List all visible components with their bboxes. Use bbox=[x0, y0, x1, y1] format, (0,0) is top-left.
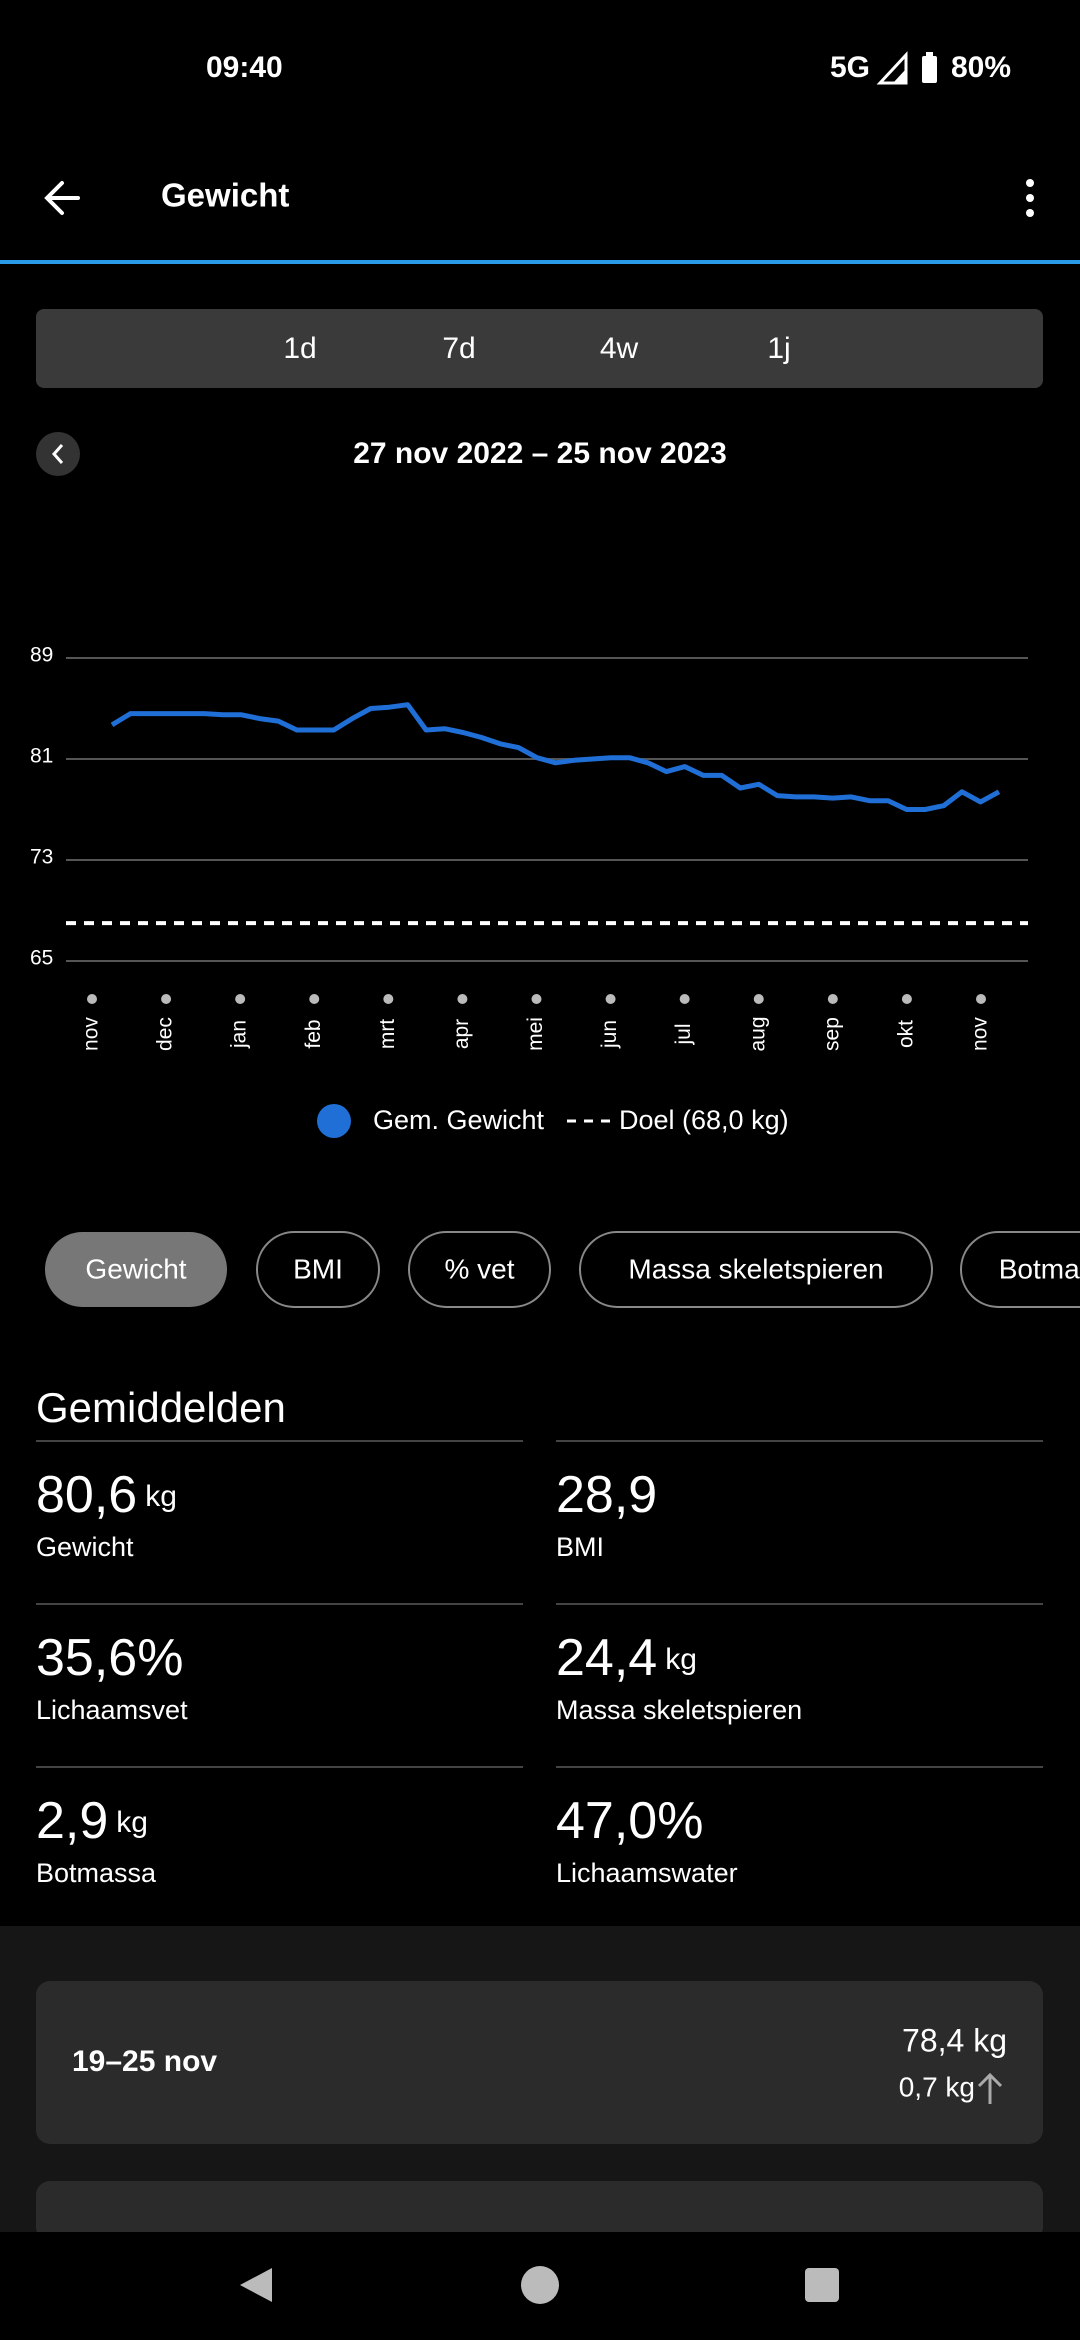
average-value: 2,9 kg bbox=[36, 1792, 148, 1850]
month-dot bbox=[457, 994, 468, 1004]
value: 47,0% bbox=[556, 1792, 703, 1850]
value: 24,4 bbox=[556, 1629, 657, 1687]
y-tick-label: 73 bbox=[30, 846, 53, 869]
y-tick-label: 81 bbox=[30, 745, 53, 768]
month-dot bbox=[235, 994, 246, 1004]
average-label: Lichaamsvet bbox=[36, 1695, 188, 1725]
change-arrow bbox=[977, 2072, 1003, 2104]
x-tick-label: feb bbox=[302, 1019, 325, 1048]
weight-line bbox=[110, 702, 1001, 812]
chip-label: Botmassa bbox=[999, 1253, 1080, 1284]
unit: kg bbox=[665, 1643, 697, 1676]
signal-fill bbox=[893, 69, 906, 83]
y-tick-label: 65 bbox=[30, 947, 53, 970]
filter-chip[interactable] bbox=[408, 1231, 551, 1308]
month-dot bbox=[679, 994, 690, 1004]
chip-label: BMI bbox=[293, 1253, 343, 1284]
unit: kg bbox=[145, 1480, 177, 1513]
x-tick-label: apr bbox=[450, 1019, 473, 1049]
tab[interactable]: 4w bbox=[600, 332, 639, 365]
legend-label: Doel (68,0 kg) bbox=[619, 1105, 789, 1135]
month-dot bbox=[605, 994, 616, 1004]
value: 80,6 bbox=[36, 1466, 137, 1524]
x-tick-label: nov bbox=[969, 1017, 992, 1051]
nav-recent[interactable] bbox=[805, 2268, 839, 2302]
menu-button[interactable] bbox=[1026, 179, 1034, 217]
tab[interactable]: 7d bbox=[442, 332, 475, 365]
battery-tip bbox=[926, 52, 933, 57]
header-divider bbox=[0, 260, 1080, 264]
filter-chip[interactable] bbox=[256, 1231, 380, 1308]
chip-label: Massa skeletspieren bbox=[628, 1253, 883, 1284]
x-tick-label: sep bbox=[820, 1017, 843, 1051]
y-tick-label: 89 bbox=[30, 644, 53, 667]
average-label: Botmassa bbox=[36, 1858, 157, 1888]
averages-title: Gemiddelden bbox=[36, 1384, 286, 1431]
x-tick-label: okt bbox=[894, 1020, 917, 1048]
filter-chip[interactable] bbox=[45, 1232, 227, 1307]
x-tick-label: mei bbox=[524, 1017, 547, 1051]
average-value: 47,0% bbox=[556, 1792, 703, 1850]
month-dot bbox=[531, 994, 542, 1004]
month-dot bbox=[753, 994, 764, 1004]
date-range: 27 nov 2022 – 25 nov 2023 bbox=[353, 437, 727, 470]
average-label: Lichaamswater bbox=[556, 1858, 738, 1888]
x-tick-label: nov bbox=[80, 1017, 103, 1051]
week-change: 0,7 kg bbox=[899, 2071, 975, 2102]
x-tick-label: jul bbox=[672, 1023, 695, 1045]
average-label: Gewicht bbox=[36, 1532, 134, 1562]
filter-chip[interactable] bbox=[960, 1231, 1080, 1308]
month-dot bbox=[383, 994, 394, 1004]
week-weight: 78,4 kg bbox=[902, 2022, 1007, 2058]
x-tick-label: aug bbox=[746, 1016, 769, 1051]
week-range: 19–25 nov bbox=[72, 2045, 217, 2078]
value: 28,9 bbox=[556, 1466, 657, 1524]
status-battery: 80% bbox=[951, 51, 1011, 84]
tab[interactable]: 1j bbox=[767, 332, 790, 365]
x-tick-label: jan bbox=[228, 1020, 251, 1049]
average-value: 80,6 kg bbox=[36, 1466, 177, 1524]
month-dot bbox=[827, 994, 838, 1004]
value: 35,6% bbox=[36, 1629, 183, 1687]
nav-home[interactable] bbox=[521, 2266, 559, 2304]
average-label: Massa skeletspieren bbox=[556, 1695, 802, 1725]
nav-back[interactable] bbox=[240, 2268, 272, 2302]
battery-icon bbox=[922, 56, 937, 83]
unit: kg bbox=[116, 1806, 148, 1839]
average-value: 28,9 bbox=[556, 1466, 657, 1524]
tab[interactable]: 1d bbox=[283, 332, 316, 365]
week-card[interactable] bbox=[36, 1981, 1043, 2144]
chip-label: % vet bbox=[444, 1253, 514, 1284]
legend-label: Gem. Gewicht bbox=[373, 1105, 545, 1135]
legend-swatch bbox=[317, 1104, 351, 1138]
header-title: Gewicht bbox=[161, 177, 289, 214]
x-tick-label: dec bbox=[154, 1017, 177, 1051]
x-tick-label: jun bbox=[598, 1020, 621, 1049]
status-network: 5G bbox=[830, 51, 870, 84]
prev-range-button[interactable] bbox=[36, 432, 80, 476]
average-value: 35,6% bbox=[36, 1629, 183, 1687]
value: 2,9 bbox=[36, 1792, 108, 1850]
average-value: 24,4 kg bbox=[556, 1629, 697, 1687]
month-dot bbox=[901, 994, 912, 1004]
tab-bar bbox=[36, 309, 1043, 388]
month-dot bbox=[161, 994, 172, 1004]
x-tick-label: mrt bbox=[376, 1019, 399, 1049]
week-card[interactable] bbox=[36, 2181, 1043, 2241]
month-dot bbox=[309, 994, 320, 1004]
month-dot bbox=[87, 994, 97, 1004]
prev-icon bbox=[51, 444, 64, 464]
month-dot bbox=[976, 994, 986, 1004]
filter-chip[interactable] bbox=[579, 1231, 933, 1308]
average-label: BMI bbox=[556, 1532, 604, 1562]
status-time: 09:40 bbox=[206, 51, 283, 84]
back-button[interactable] bbox=[44, 181, 80, 215]
chip-label: Gewicht bbox=[85, 1253, 186, 1284]
